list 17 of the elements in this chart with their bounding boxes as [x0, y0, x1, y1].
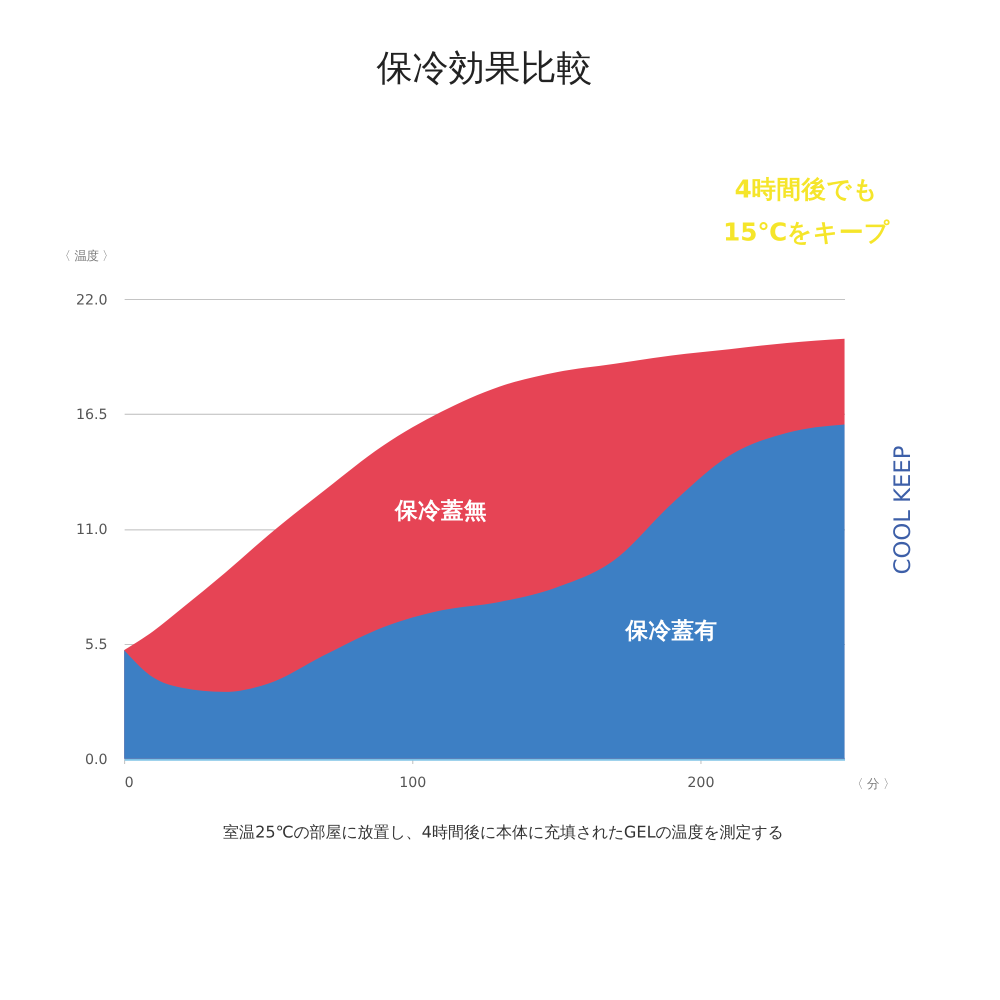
x-axis-title: 〈 分 〉 — [851, 777, 895, 792]
y-tick-label: 16.5 — [76, 407, 108, 424]
y-tick-label: 22.0 — [76, 292, 108, 308]
text: 室温25℃の部屋に放置し、4時間後に本体に充填されたGELの温度を測定する — [223, 822, 784, 842]
series-label: 保冷蓋無 — [394, 498, 488, 524]
text: 4時間後でも — [734, 174, 879, 204]
y-tick-label: 0.0 — [84, 752, 108, 768]
x-tick-label: 200 — [687, 774, 715, 791]
x-tick-label: 100 — [399, 774, 426, 791]
series-label: 保冷蓋有 — [624, 618, 718, 644]
chart-title: 保冷効果比較 — [376, 48, 592, 90]
text: 15℃をキープ — [723, 217, 892, 246]
y-tick-label: 5.5 — [84, 637, 108, 654]
x-tick-label: 0 — [124, 774, 134, 791]
y-axis-title: 〈 温度 〉 — [58, 249, 114, 264]
y-tick-label: 11.0 — [76, 522, 108, 538]
text: COOL KEEP — [890, 446, 916, 574]
